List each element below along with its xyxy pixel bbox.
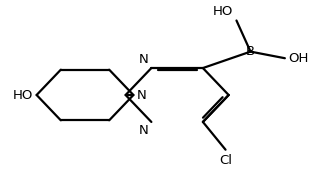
Text: HO: HO: [213, 5, 233, 18]
Text: HO: HO: [13, 89, 33, 101]
Text: OH: OH: [289, 52, 309, 65]
Text: N: N: [139, 53, 149, 66]
Text: N: N: [137, 89, 147, 101]
Text: B: B: [246, 45, 255, 58]
Text: N: N: [139, 124, 149, 137]
Text: Cl: Cl: [219, 154, 232, 167]
